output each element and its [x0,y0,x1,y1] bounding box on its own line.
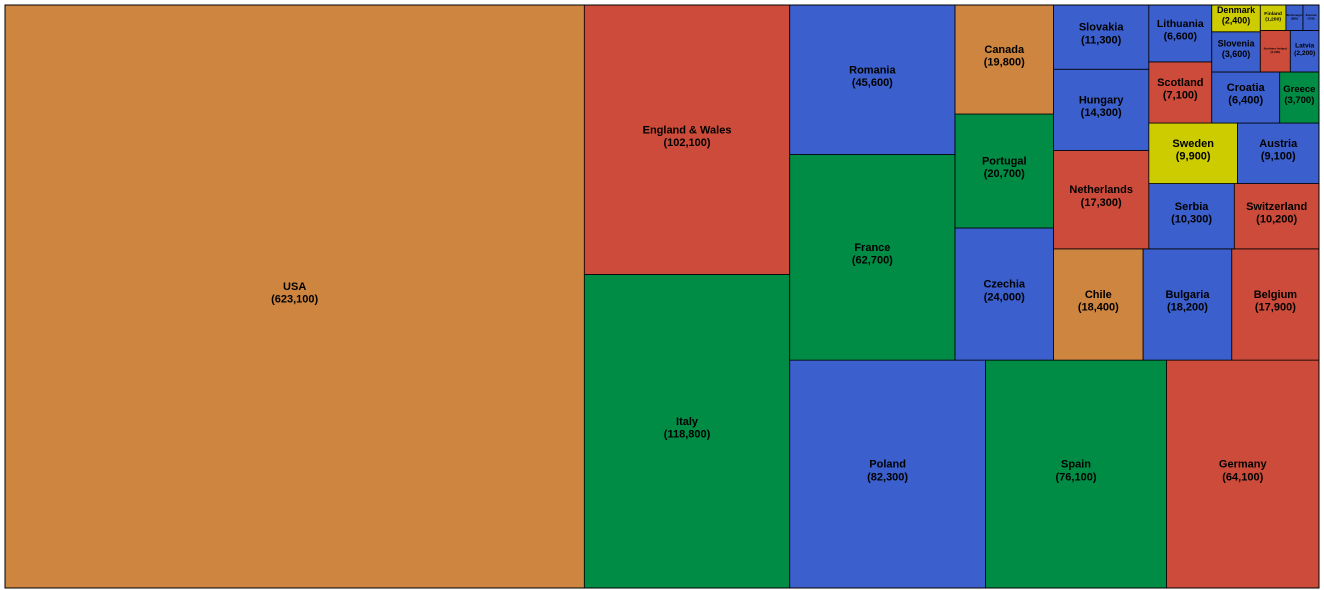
cell-value-label: (24,000) [984,291,1025,303]
cell-label: Lithuania [1157,18,1204,30]
cell-value-label: (20,700) [984,168,1025,180]
treemap-cell [1053,4,1150,70]
cell-value-label: (17,300) [1081,197,1122,209]
cell-label: Greece [1283,84,1315,95]
cell-value-label: (2,400) [1222,15,1250,25]
cell-label: USA [283,281,306,293]
cell-value-label: (10,200) [1256,213,1297,225]
cell-label: Sweden [1172,138,1214,150]
cell-label: Hungary [1079,94,1125,106]
cell-label: Slovakia [1079,22,1125,34]
cell-value-label: (82,300) [867,471,908,483]
cell-label: Croatia [1227,82,1266,94]
cell-value-label: (1,200) [1265,17,1281,23]
cell-label: Spain [1061,459,1091,471]
cell-label: Belgium [1254,289,1298,301]
cell-value-label: (800) [1291,16,1298,20]
cell-value-label: (6,400) [1228,95,1263,107]
treemap-cell [1166,359,1320,589]
cell-value-label: (3,600) [1222,49,1250,59]
treemap-cell [1053,150,1150,250]
cell-value-label: (18,400) [1078,302,1119,314]
treemap-cell [789,4,956,155]
cell-value-label: (3,700) [1284,95,1314,106]
cell-value-label: (7,100) [1163,90,1198,102]
cell-label: Northern Ireland [1264,46,1288,50]
treemap-cell [1279,71,1320,124]
cell-label: Germany [1219,459,1268,471]
treemap-cell [1053,248,1144,361]
cell-label: Romania [849,64,896,76]
cell-label: Czechia [983,279,1025,291]
treemap-cell [583,274,791,589]
cell-value-label: (118,800) [664,428,711,440]
cell-label: Slovenia [1218,39,1256,49]
treemap-cell [1148,122,1238,184]
treemap-cell [1289,30,1320,73]
treemap-cell [1233,183,1320,250]
cell-label: Serbia [1175,201,1210,213]
treemap-cell [1259,30,1291,73]
cell-value-label: (750) [1307,16,1314,20]
treemap-cell [1148,183,1235,250]
treemap-cell [985,359,1167,589]
cell-label: Denmark [1217,5,1255,15]
cell-value-label: (6,600) [1164,30,1197,42]
cell-value-label: (9,100) [1261,150,1296,162]
treemap-cell [1211,4,1261,33]
cell-value-label: (64,100) [1222,471,1263,483]
cell-value-label: (10,300) [1171,213,1212,225]
cell-label: France [854,242,890,254]
cell-value-label: (11,300) [1081,34,1122,46]
cell-value-label: (2,200) [1294,50,1315,57]
plot-border [4,4,1320,589]
cell-value-label: (62,700) [852,255,893,267]
cell-label: Latvia [1295,42,1314,49]
cell-label: Scotland [1157,77,1203,89]
cell-label: Finland [1264,11,1282,17]
cell-label: Poland [869,459,906,471]
treemap-cell [789,359,986,589]
cell-value-label: (2,300) [1271,50,1281,54]
cell-value-label: (623,100) [271,294,318,306]
cell-label: Canada [984,44,1025,56]
treemap-cell [4,4,585,589]
treemap-cell [1237,122,1320,184]
cell-value-label: (102,100) [663,137,710,149]
cell-label: Chile [1085,289,1112,301]
cell-value-label: (19,800) [984,57,1025,69]
cell-value-label: (17,900) [1255,302,1296,314]
cell-value-label: (18,200) [1167,302,1208,314]
cell-label: Estonia [1306,13,1317,17]
cell-label: Austria [1259,138,1298,150]
cell-label: Italy [676,416,699,428]
cell-label: Bulgaria [1165,289,1210,301]
treemap-cell [789,154,956,361]
treemap-cell [1053,68,1150,151]
cell-label: Switzerland [1246,201,1307,213]
cell-value-label: (9,900) [1176,150,1211,162]
cell-value-label: (45,600) [852,77,893,89]
cell-label: Portugal [982,156,1027,168]
cell-label: Netherlands [1069,184,1133,196]
cell-value-label: (76,100) [1056,471,1097,483]
cell-value-label: (14,300) [1081,107,1122,119]
treemap-cell [954,227,1054,361]
cell-label: England & Wales [643,124,732,136]
treemap-cell [954,113,1054,229]
treemap-cell [1148,4,1213,63]
cell-label: Montenegro [1286,13,1303,17]
treemap-cell [1142,248,1233,361]
